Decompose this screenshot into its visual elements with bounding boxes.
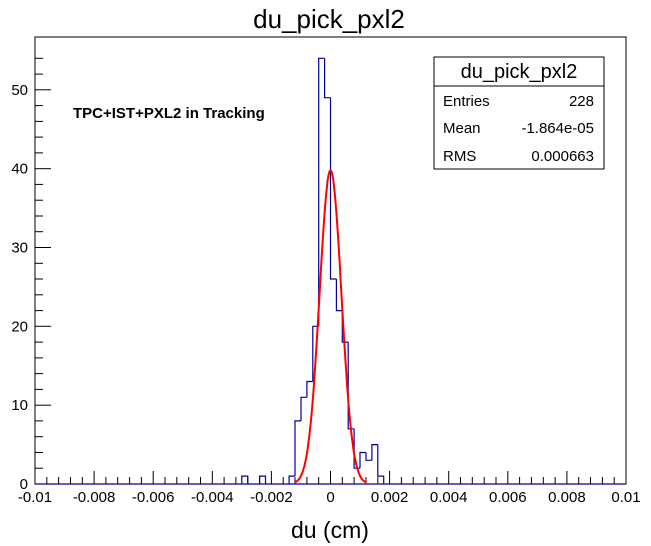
stats-box-frame — [433, 56, 605, 170]
plot-area: -0.01 -0.008 -0.006 -0.004 -0.002 0 0.002 0.004… — [11, 36, 641, 506]
histogram-bin — [288, 475, 295, 484]
y-tick-label: 40 — [11, 161, 28, 178]
histogram-bin — [359, 451, 366, 469]
stats-rms-value: 0.000663 — [531, 148, 594, 165]
stats-rms-label: RMS — [443, 148, 476, 165]
x-tick-label: -0.008 — [73, 489, 116, 506]
y-tick-label: 20 — [11, 318, 28, 335]
histogram-bin — [329, 97, 337, 280]
annotation-text: TPC+IST+PXL2 in Tracking — [73, 105, 265, 122]
histogram-bin — [241, 475, 249, 484]
x-tick-label: -0.002 — [250, 489, 293, 506]
histogram-bin — [324, 58, 331, 99]
x-tick-label: 0.008 — [548, 489, 586, 506]
stats-mean-value: -1.864e-05 — [521, 120, 594, 137]
histogram-layer — [35, 57, 626, 485]
histogram-bin — [259, 475, 267, 484]
x-tick-label: -0.004 — [191, 489, 234, 506]
x-axis-label: du (cm) — [291, 517, 369, 543]
histogram-bin — [335, 279, 343, 312]
y-tick-label: 30 — [11, 240, 28, 257]
x-tick-label: 0.006 — [489, 489, 527, 506]
stats-box-title: du_pick_pxl2 — [461, 61, 578, 83]
y-tick-label: 50 — [11, 82, 28, 99]
fit-layer — [295, 168, 367, 484]
x-tick-label: 0.002 — [371, 489, 409, 506]
stats-box: du_pick_pxl2 Entries 228 Mean -1.864e-05… — [433, 56, 605, 170]
histogram-bin — [365, 452, 372, 461]
chart-title: du_pick_pxl2 — [253, 4, 405, 34]
y-tick-label: 0 — [20, 476, 28, 493]
y-tick-label: 10 — [11, 397, 28, 414]
histogram-bin — [306, 380, 313, 398]
x-tick-label: 0 — [326, 489, 334, 506]
stats-mean-label: Mean — [443, 120, 481, 137]
x-tick-label: 0.01 — [611, 489, 640, 506]
x-tick-label: -0.006 — [132, 489, 175, 506]
histogram-bin — [347, 342, 355, 430]
y-axis-tick-labels: 0 10 20 30 40 50 — [11, 82, 28, 493]
x-axis-tick-labels: -0.01 -0.008 -0.006 -0.004 -0.002 0 0.002 0.004… — [18, 489, 641, 506]
histogram-bin — [294, 420, 301, 477]
stats-entries-label: Entries — [443, 93, 490, 110]
x-tick-label: -0.01 — [18, 489, 52, 506]
histogram-bin — [371, 444, 378, 461]
histogram-bin — [300, 396, 307, 421]
stats-entries-value: 228 — [569, 93, 594, 110]
gaussian-fit-curve — [295, 168, 367, 484]
x-tick-label: 0.004 — [430, 489, 468, 506]
histogram-bin — [318, 57, 325, 327]
histogram-bin — [377, 444, 385, 484]
